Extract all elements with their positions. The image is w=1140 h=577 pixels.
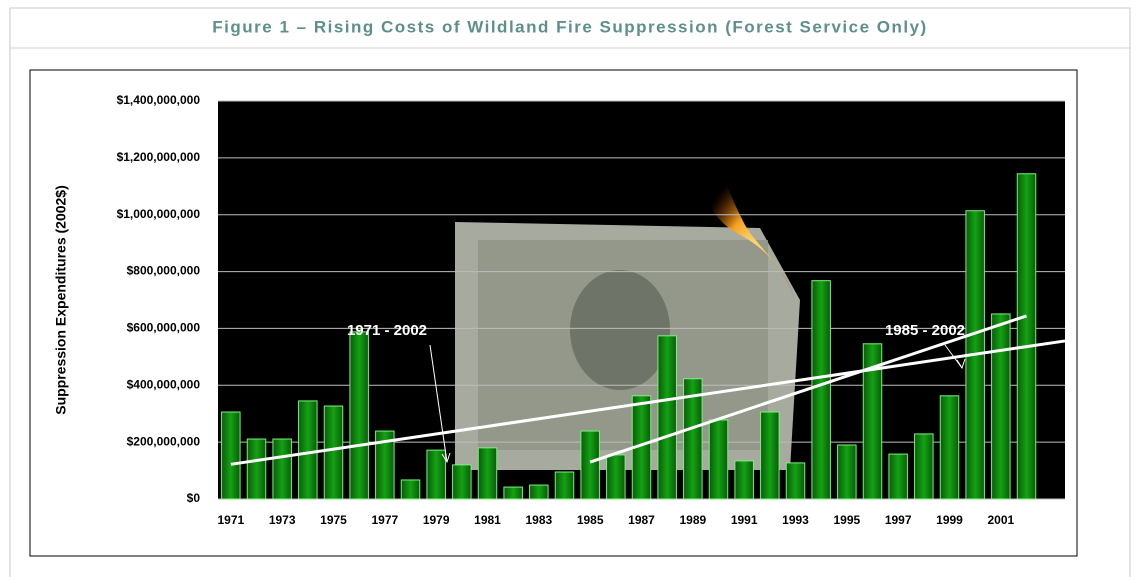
trend-line bbox=[230, 339, 1066, 466]
bar bbox=[529, 484, 549, 500]
x-tick-label: 1991 bbox=[731, 513, 758, 527]
bar bbox=[272, 438, 292, 500]
bar bbox=[708, 419, 729, 500]
frame bbox=[9, 7, 1131, 577]
bar bbox=[888, 453, 908, 500]
y-tick-label: $1,200,000,000 bbox=[117, 150, 201, 164]
x-tick-label: 1977 bbox=[371, 513, 398, 527]
flame bbox=[708, 160, 795, 300]
x-tick-label: 1975 bbox=[320, 513, 347, 527]
chart-title: Figure 1 – Rising Costs of Wildland Fire… bbox=[212, 17, 927, 36]
y-tick-label: $1,400,000,000 bbox=[117, 93, 201, 107]
x-tick-label: 1973 bbox=[269, 513, 296, 527]
x-tick-label: 1993 bbox=[782, 513, 809, 527]
bill-portrait bbox=[570, 270, 670, 390]
bar bbox=[760, 411, 780, 500]
bar bbox=[785, 462, 806, 500]
y-tick-label: $1,000,000,000 bbox=[117, 207, 201, 221]
x-tick-label: 1981 bbox=[474, 513, 501, 527]
bar bbox=[914, 433, 934, 500]
bar bbox=[426, 449, 446, 500]
bar bbox=[400, 479, 421, 500]
bar bbox=[862, 343, 883, 500]
bar bbox=[837, 444, 857, 500]
bar bbox=[991, 313, 1011, 500]
bar bbox=[298, 400, 318, 500]
bar bbox=[221, 411, 241, 500]
bar bbox=[323, 405, 344, 500]
bar bbox=[503, 486, 523, 500]
annotation-arrow bbox=[429, 344, 448, 463]
bar bbox=[939, 395, 960, 500]
bar bbox=[375, 430, 395, 500]
bar bbox=[246, 438, 267, 500]
x-tick-label: 1995 bbox=[833, 513, 860, 527]
bar bbox=[349, 331, 369, 500]
bar bbox=[734, 460, 754, 500]
burning-bill bbox=[455, 160, 800, 470]
bar bbox=[452, 464, 472, 500]
x-tick-label: 1983 bbox=[525, 513, 552, 527]
bar bbox=[683, 378, 703, 500]
x-tick-label: 1989 bbox=[679, 513, 706, 527]
y-tick-label: $0 bbox=[187, 491, 201, 505]
y-tick-label: $800,000,000 bbox=[127, 264, 201, 278]
bar bbox=[606, 454, 626, 500]
bar bbox=[580, 430, 600, 500]
trend-line bbox=[589, 314, 1027, 464]
x-tick-label: 1971 bbox=[217, 513, 244, 527]
annotation-arrowhead bbox=[956, 358, 966, 370]
bar bbox=[554, 471, 575, 500]
bar bbox=[477, 447, 498, 500]
annotation: 1985 - 2002 bbox=[885, 322, 965, 339]
x-tick-label: 1979 bbox=[423, 513, 450, 527]
x-tick-label: 2001 bbox=[987, 513, 1014, 527]
bar bbox=[1016, 173, 1037, 500]
annotation: 1971 - 2002 bbox=[347, 322, 427, 339]
y-axis-title: Suppression Expenditures (2002$) bbox=[53, 185, 69, 415]
y-tick-label: $200,000,000 bbox=[127, 434, 201, 448]
x-tick-label: 1987 bbox=[628, 513, 655, 527]
x-tick-label: 1999 bbox=[936, 513, 963, 527]
annotation-arrowhead bbox=[441, 452, 451, 464]
bar bbox=[811, 280, 831, 500]
x-tick-label: 1997 bbox=[885, 513, 912, 527]
y-tick-label: $400,000,000 bbox=[127, 377, 201, 391]
x-tick-label: 1985 bbox=[577, 513, 604, 527]
bar bbox=[657, 335, 677, 500]
y-tick-label: $600,000,000 bbox=[127, 321, 201, 335]
